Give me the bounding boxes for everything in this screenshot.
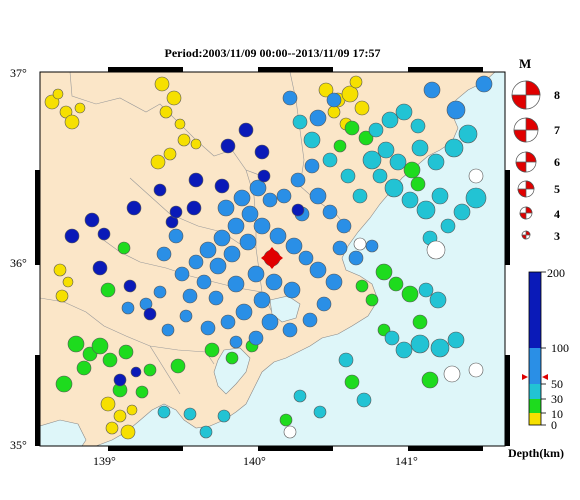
depth-tick-30: 30: [551, 392, 563, 406]
map-area: [40, 72, 505, 446]
depth-tick-10: 10: [551, 407, 563, 421]
highlight-markers: [261, 247, 283, 269]
depth-tick-200: 200: [547, 266, 565, 280]
intermediate-events-sea: [157, 103, 487, 439]
lat-label-36: 36°: [10, 256, 27, 270]
tokyo-bay: [213, 347, 251, 395]
magnitude-label-4: 4: [554, 207, 560, 221]
depth-colorbar: [522, 271, 548, 426]
frame-ticks: [35, 67, 510, 451]
depth-tick-0: 0: [551, 418, 557, 432]
legend-m4: [519, 206, 533, 220]
magnitude-legend-header: M: [519, 56, 532, 71]
map-title: Period:2003/11/09 00:00--2013/11/09 17:5…: [164, 46, 381, 60]
legend-m5: [517, 180, 535, 198]
legend-m3: [521, 230, 531, 240]
magnitude-label-6: 6: [554, 155, 560, 169]
magnitude-label-7: 7: [554, 123, 560, 137]
shallow-events-north: [44, 75, 370, 440]
deep-events: [64, 122, 305, 387]
izu-coast: [40, 419, 87, 446]
depth-pointer: [522, 374, 548, 380]
white-events: [283, 168, 484, 439]
green-events: [55, 120, 439, 427]
legend-m8: [511, 80, 541, 110]
lon-label-140: 140°: [243, 454, 266, 468]
depth-tick-50: 50: [551, 377, 563, 391]
magnitude-label-3: 3: [554, 229, 560, 243]
lon-label-141: 141°: [395, 454, 418, 468]
magnitude-legend: [511, 80, 541, 240]
magnitude-label-8: 8: [554, 88, 560, 102]
legend-m7: [513, 117, 539, 143]
lat-label-37: 37°: [10, 66, 27, 80]
highlighted-event: [263, 249, 281, 267]
mid-depth-cluster: [121, 75, 493, 349]
depth-scale-title: Depth(km): [508, 446, 564, 460]
legend-m6: [515, 151, 537, 173]
depth-tick-100: 100: [551, 341, 569, 355]
lat-label-35: 35°: [10, 438, 27, 452]
lon-label-139: 139°: [93, 454, 116, 468]
magnitude-label-5: 5: [554, 182, 560, 196]
earthquake-markers: [44, 75, 493, 440]
